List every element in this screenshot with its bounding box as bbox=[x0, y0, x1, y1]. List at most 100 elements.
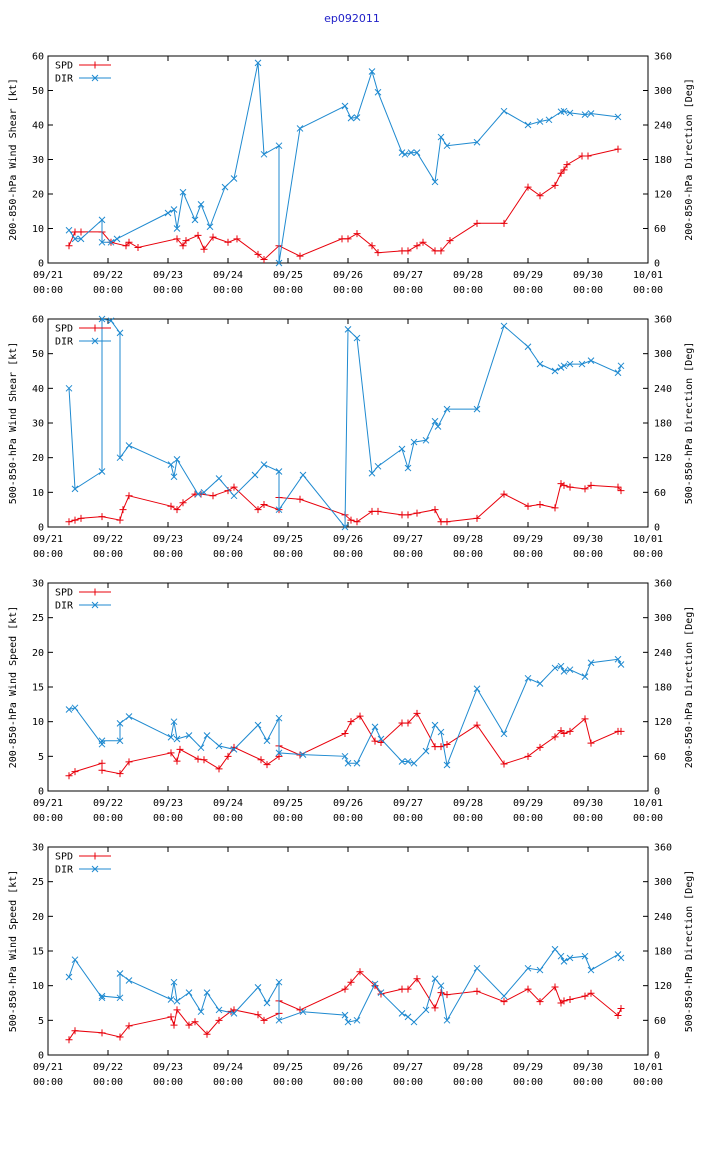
x-tick-label: 09/23 bbox=[153, 270, 183, 281]
data-point-spd bbox=[194, 755, 202, 763]
data-point-spd bbox=[437, 989, 445, 997]
data-point-dir bbox=[377, 989, 385, 996]
x-tick-label: 00:00 bbox=[93, 813, 123, 824]
data-point-spd bbox=[344, 235, 352, 243]
x-tick-label: 00:00 bbox=[573, 285, 603, 296]
data-point-dir bbox=[536, 360, 544, 368]
y-tick-label: 5 bbox=[38, 1016, 44, 1027]
data-point-spd bbox=[341, 985, 349, 993]
data-point-dir bbox=[98, 994, 106, 1002]
data-point-dir bbox=[98, 238, 106, 246]
data-point-spd bbox=[173, 757, 181, 765]
series-line-spd bbox=[68, 971, 622, 1040]
data-point-spd bbox=[413, 975, 421, 983]
y-tick-label: 20 bbox=[32, 190, 44, 201]
y-tick-label: 5 bbox=[38, 752, 44, 763]
data-point-dir bbox=[197, 744, 205, 752]
data-point-dir bbox=[275, 1016, 283, 1024]
data-point-dir bbox=[371, 980, 379, 988]
data-point-dir bbox=[368, 469, 376, 477]
data-point-dir bbox=[167, 733, 175, 741]
legend-label: SPD bbox=[55, 324, 73, 335]
data-point-dir bbox=[404, 464, 412, 472]
x-tick-label: 09/29 bbox=[513, 1062, 543, 1073]
data-point-dir bbox=[557, 952, 565, 960]
x-tick-label: 09/27 bbox=[393, 270, 423, 281]
x-tick-label: 00:00 bbox=[153, 813, 183, 824]
data-point-dir bbox=[473, 964, 481, 972]
x-tick-label: 09/26 bbox=[333, 1062, 363, 1073]
data-point-spd bbox=[566, 483, 574, 491]
x-tick-label: 10/01 bbox=[633, 798, 663, 809]
data-point-spd bbox=[560, 997, 568, 1005]
chart-panel-4: 05101520253006012018024030036009/2100:00… bbox=[8, 843, 695, 1089]
data-point-spd bbox=[356, 712, 364, 720]
data-point-spd bbox=[98, 759, 106, 767]
y-tick-label: 60 bbox=[32, 315, 44, 326]
data-point-dir bbox=[377, 735, 385, 743]
data-point-dir bbox=[344, 759, 352, 767]
x-tick-label: 09/27 bbox=[393, 534, 423, 545]
data-point-spd bbox=[224, 238, 232, 246]
data-point-dir bbox=[434, 423, 442, 430]
x-tick-label: 00:00 bbox=[453, 813, 483, 824]
data-point-dir bbox=[617, 362, 625, 370]
data-point-spd bbox=[473, 721, 481, 729]
x-tick-label: 00:00 bbox=[333, 813, 363, 824]
legend-label: DIR bbox=[55, 865, 74, 876]
data-point-dir bbox=[263, 999, 271, 1007]
data-point-dir bbox=[524, 121, 532, 129]
x-tick-label: 00:00 bbox=[33, 285, 63, 296]
data-point-dir bbox=[185, 989, 193, 996]
y2-tick-label: 240 bbox=[654, 912, 672, 923]
data-point-spd bbox=[563, 161, 571, 169]
data-point-dir bbox=[614, 655, 622, 663]
data-point-spd bbox=[524, 985, 532, 993]
legend-label: DIR bbox=[55, 337, 74, 348]
data-point-dir bbox=[536, 118, 544, 125]
data-point-dir bbox=[410, 438, 418, 446]
data-point-dir bbox=[194, 490, 202, 498]
data-point-spd bbox=[614, 483, 622, 491]
data-point-dir bbox=[407, 149, 415, 156]
x-tick-label: 09/23 bbox=[153, 534, 183, 545]
y2-tick-label: 120 bbox=[654, 717, 672, 728]
data-point-spd bbox=[263, 761, 271, 769]
y-tick-label: 20 bbox=[32, 648, 44, 659]
y2-tick-label: 60 bbox=[654, 752, 666, 763]
x-tick-label: 09/29 bbox=[513, 534, 543, 545]
series-line-spd bbox=[68, 148, 619, 261]
data-point-dir bbox=[413, 149, 421, 156]
y-tick-label: 0 bbox=[38, 259, 44, 270]
data-point-spd bbox=[617, 727, 625, 735]
y-tick-label: 30 bbox=[32, 419, 44, 430]
y2-axis-label: 200-850-hPa Direction [Deg] bbox=[684, 606, 695, 769]
x-tick-label: 09/23 bbox=[153, 798, 183, 809]
x-tick-label: 00:00 bbox=[333, 549, 363, 560]
legend-marker-dir bbox=[91, 337, 99, 345]
data-point-spd bbox=[413, 709, 421, 717]
data-point-dir bbox=[170, 978, 178, 986]
x-tick-label: 09/30 bbox=[573, 798, 603, 809]
y-tick-label: 30 bbox=[32, 155, 44, 166]
x-tick-label: 10/01 bbox=[633, 270, 663, 281]
data-point-dir bbox=[179, 188, 187, 196]
y-axis-label: 500-850-hPa Wind Shear [kt] bbox=[8, 342, 19, 505]
data-point-spd bbox=[536, 998, 544, 1006]
data-point-dir bbox=[260, 461, 268, 468]
y-tick-label: 10 bbox=[32, 224, 44, 235]
y2-axis-label: 500-850-hPa Direction [Deg] bbox=[684, 870, 695, 1033]
x-tick-label: 09/25 bbox=[273, 798, 303, 809]
x-tick-label: 09/22 bbox=[93, 1062, 123, 1073]
data-point-dir bbox=[341, 523, 349, 531]
data-point-dir bbox=[116, 720, 124, 727]
data-point-dir bbox=[398, 1010, 406, 1017]
data-point-dir bbox=[299, 1008, 307, 1016]
data-point-dir bbox=[107, 238, 115, 246]
data-point-spd bbox=[377, 738, 385, 746]
chart-panel-3: 05101520253006012018024030036009/2100:00… bbox=[8, 579, 695, 825]
x-tick-label: 00:00 bbox=[393, 1077, 423, 1088]
data-point-dir bbox=[398, 445, 406, 453]
data-point-spd bbox=[71, 768, 79, 776]
